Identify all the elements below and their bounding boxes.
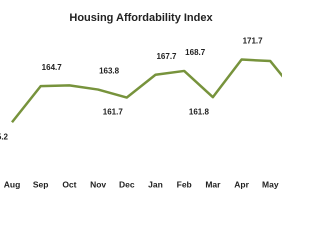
data-label: 164.7	[42, 63, 63, 72]
data-label: 163.8	[99, 67, 120, 76]
chart: Housing Affordability Index Aug Sep Oct Nov…	[0, 0, 282, 203]
chart-title: Housing Affordability Index	[69, 12, 213, 24]
data-line	[11, 58, 282, 124]
data-label: 161.8	[189, 107, 210, 116]
x-tick-label: Feb	[177, 179, 192, 189]
background	[0, 0, 282, 203]
x-tick-label: Apr	[234, 179, 249, 189]
x-tick-label: Oct	[62, 179, 76, 189]
x-tick-label: May	[262, 179, 279, 189]
data-label: 161.7	[103, 108, 124, 117]
data-label: 168.7	[185, 48, 206, 57]
data-label: 155.2	[0, 132, 9, 141]
x-tick-label: Sep	[33, 179, 49, 189]
data-label: 167.7	[156, 52, 177, 61]
x-tick-label: Mar	[205, 179, 221, 189]
x-tick-label: Dec	[119, 179, 135, 189]
x-tick-label: Jan	[148, 179, 163, 189]
x-tick-label: Nov	[90, 179, 106, 189]
data-label: 171.7	[243, 37, 264, 46]
x-tick-label: Aug	[4, 179, 21, 189]
